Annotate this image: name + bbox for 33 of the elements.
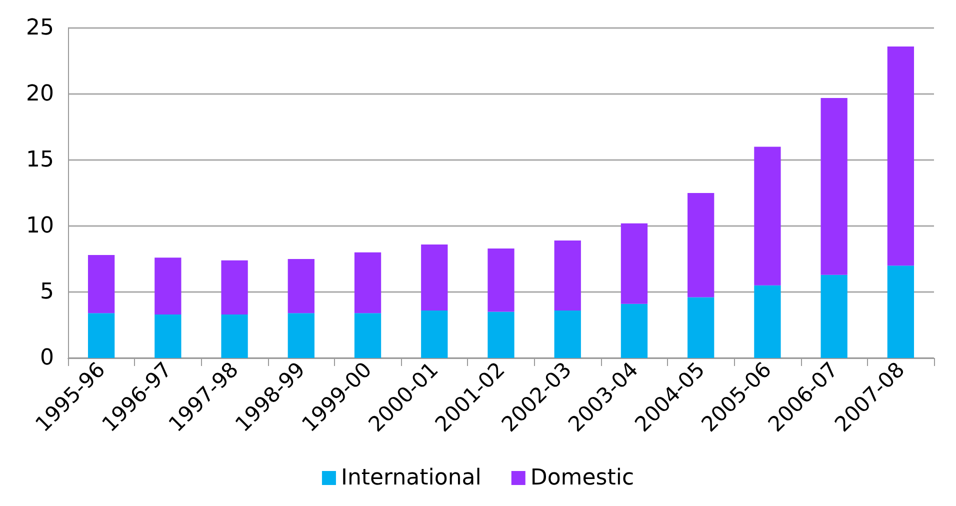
bar [221,314,248,358]
legend-label: Domestic [530,466,634,490]
bar [354,313,382,358]
y-tick-label: 20 [26,82,54,106]
bar [554,240,581,310]
bar [554,310,581,358]
bar [488,312,514,358]
bar [754,146,781,286]
legend-label: International [340,466,482,490]
y-tick-label: 25 [26,16,54,40]
bar [620,304,648,358]
y-tick-label: 5 [40,280,54,304]
bar [488,248,514,312]
bar [154,258,182,314]
bar [688,297,714,358]
bar [754,285,781,358]
bar [820,274,848,358]
bar [288,313,314,358]
bar [620,223,648,304]
bar [88,313,115,358]
bar [221,260,248,314]
bar [887,46,914,266]
bar [154,314,182,358]
bar [421,310,448,358]
bar [820,98,848,275]
bar [887,266,914,358]
y-tick-label: 15 [26,148,54,172]
bar [288,259,314,314]
bar [88,255,115,314]
y-tick-label: 10 [26,214,54,238]
bar [421,244,448,310]
bar [688,193,714,298]
bar [354,252,382,314]
